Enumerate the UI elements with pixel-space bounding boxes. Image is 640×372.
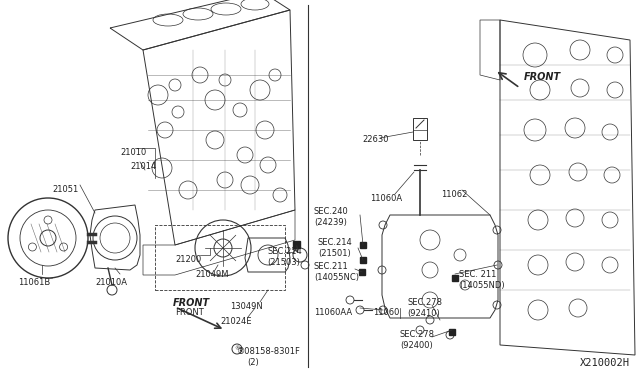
- Bar: [449, 329, 455, 335]
- Text: 21010A: 21010A: [95, 278, 127, 287]
- Bar: [413, 118, 427, 140]
- Bar: [293, 241, 300, 248]
- Text: (92410): (92410): [407, 309, 440, 318]
- Text: FRONT: FRONT: [173, 298, 210, 308]
- Text: 21024E: 21024E: [220, 317, 252, 326]
- Text: 11061B: 11061B: [18, 278, 51, 287]
- Text: 21200: 21200: [175, 255, 201, 264]
- Bar: [155, 225, 285, 290]
- Text: FRONT: FRONT: [175, 308, 204, 317]
- Text: X210002H: X210002H: [580, 358, 630, 368]
- Text: 21014: 21014: [130, 162, 156, 171]
- Text: 21010: 21010: [120, 148, 147, 157]
- Text: SEC.214: SEC.214: [318, 238, 353, 247]
- Text: ®08158-8301F: ®08158-8301F: [237, 347, 301, 356]
- Text: ®: ®: [234, 346, 240, 352]
- Text: 22630: 22630: [362, 135, 388, 144]
- Text: 11060: 11060: [373, 308, 399, 317]
- Text: (92400): (92400): [400, 341, 433, 350]
- Text: 13049N: 13049N: [230, 302, 263, 311]
- Text: SEC.278: SEC.278: [407, 298, 442, 307]
- Text: SEC.278: SEC.278: [400, 330, 435, 339]
- Text: 21049M: 21049M: [195, 270, 228, 279]
- Text: FRONT: FRONT: [524, 72, 561, 82]
- Bar: [452, 275, 458, 281]
- Bar: [359, 269, 365, 275]
- Text: (24239): (24239): [314, 218, 347, 227]
- Text: SEC.240: SEC.240: [314, 207, 349, 216]
- Text: SEC. 211: SEC. 211: [459, 270, 497, 279]
- Text: (14055ND): (14055ND): [459, 281, 504, 290]
- Text: (21503): (21503): [267, 258, 300, 267]
- Text: (21501): (21501): [318, 249, 351, 258]
- Text: (14055NC): (14055NC): [314, 273, 359, 282]
- Text: 11062: 11062: [441, 190, 467, 199]
- Text: 11060AA: 11060AA: [314, 308, 352, 317]
- Text: (2): (2): [247, 358, 259, 367]
- Bar: [360, 257, 366, 263]
- Bar: [360, 242, 366, 248]
- Text: SEC.211: SEC.211: [314, 262, 349, 271]
- Text: 21051: 21051: [52, 185, 78, 194]
- Text: SEC.214: SEC.214: [267, 247, 301, 256]
- Text: 11060A: 11060A: [370, 194, 402, 203]
